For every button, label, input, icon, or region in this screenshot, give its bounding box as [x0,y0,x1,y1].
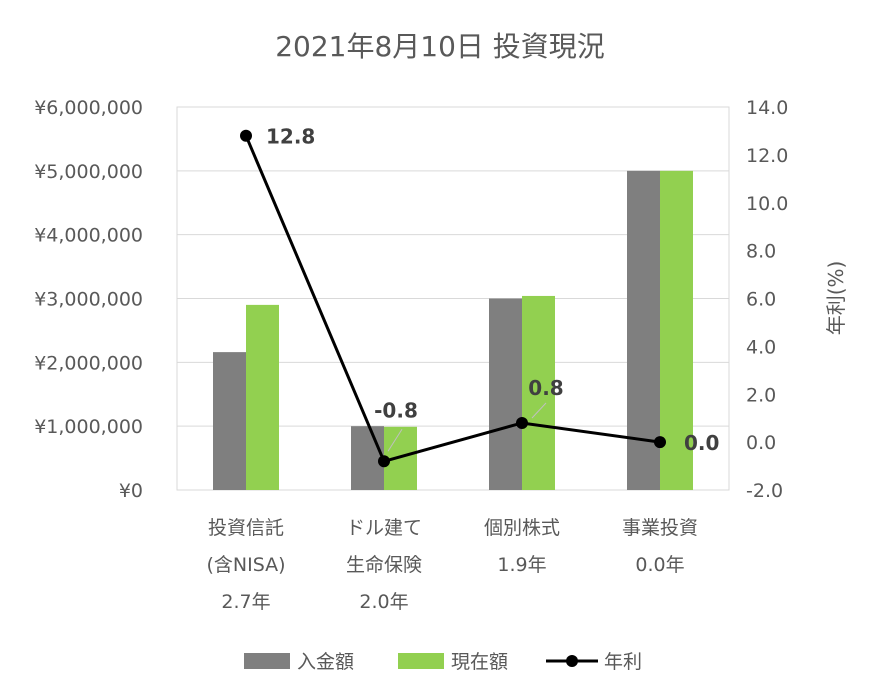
chart-title: 2021年8月10日 投資現況 [275,30,605,63]
category-label: (含NISA) [206,554,285,576]
line-point [378,455,390,468]
right-tick-label: 2.0 [746,384,776,406]
legend-marker [566,655,578,667]
right-tick-label: 10.0 [746,193,788,215]
line-point [654,436,666,449]
bar-入金額 [351,426,384,490]
bar-series [213,170,693,491]
right-tick-label: 6.0 [746,289,776,311]
right-tick-label: 12.0 [746,145,788,167]
left-tick-label: ¥0 [119,480,143,502]
plot-area-border [176,106,730,491]
left-tick-label: ¥2,000,000 [34,352,143,374]
line-年利 [244,135,661,464]
category-label: 1.9年 [497,554,546,576]
bar-入金額 [213,352,246,490]
right-tick-label: 14.0 [746,97,788,119]
data-label: -0.8 [374,398,418,422]
legend-label: 現在額 [451,651,508,673]
right-tick-label: 8.0 [746,241,776,263]
bar-現在額 [522,295,555,490]
legend-label: 入金額 [297,651,354,673]
category-label: 事業投資 [622,517,698,539]
right-axis-label: 年利(%) [824,261,848,336]
bar-現在額 [660,170,693,491]
category-label: 個別株式 [484,517,560,539]
category-label: 生命保険 [346,554,422,576]
category-label: 2.7年 [221,591,270,613]
data-label: 0.8 [528,376,563,400]
line-point [240,129,252,142]
line-point [516,416,528,429]
data-label: 12.8 [266,125,315,149]
category-label: 0.0年 [635,554,684,576]
right-tick-label: 4.0 [746,336,776,358]
left-tick-label: ¥1,000,000 [34,416,143,438]
legend-label: 年利 [604,651,642,673]
category-label: 2.0年 [359,591,408,613]
data-label-leader [531,402,547,419]
left-tick-label: ¥6,000,000 [34,97,143,119]
data-label: 0.0 [684,431,719,455]
bar-現在額 [246,304,279,490]
right-axis-ticks: -2.0 0.0 2.0 4.0 6.0 8.0 10.0 12.0 14.0 [746,97,788,502]
line-series: 12.8 -0.8 0.8 0.0 [240,125,719,468]
left-axis-ticks: ¥0 ¥1,000,000 ¥2,000,000 ¥3,000,000 ¥4,000,0… [34,97,143,502]
data-label-leader [387,429,403,452]
right-tick-label: 0.0 [746,432,776,454]
category-label: 投資信託 [208,517,284,539]
bar-入金額 [489,298,522,490]
category-label: ドル建て [346,517,422,539]
legend-swatch-現在額 [398,653,444,669]
left-tick-label: ¥5,000,000 [34,161,143,183]
left-tick-label: ¥4,000,000 [34,225,143,247]
right-tick-label: -2.0 [746,480,783,502]
legend: 入金額 現在額 年利 [244,651,642,673]
legend-swatch-入金額 [244,653,290,669]
left-tick-label: ¥3,000,000 [34,289,143,311]
